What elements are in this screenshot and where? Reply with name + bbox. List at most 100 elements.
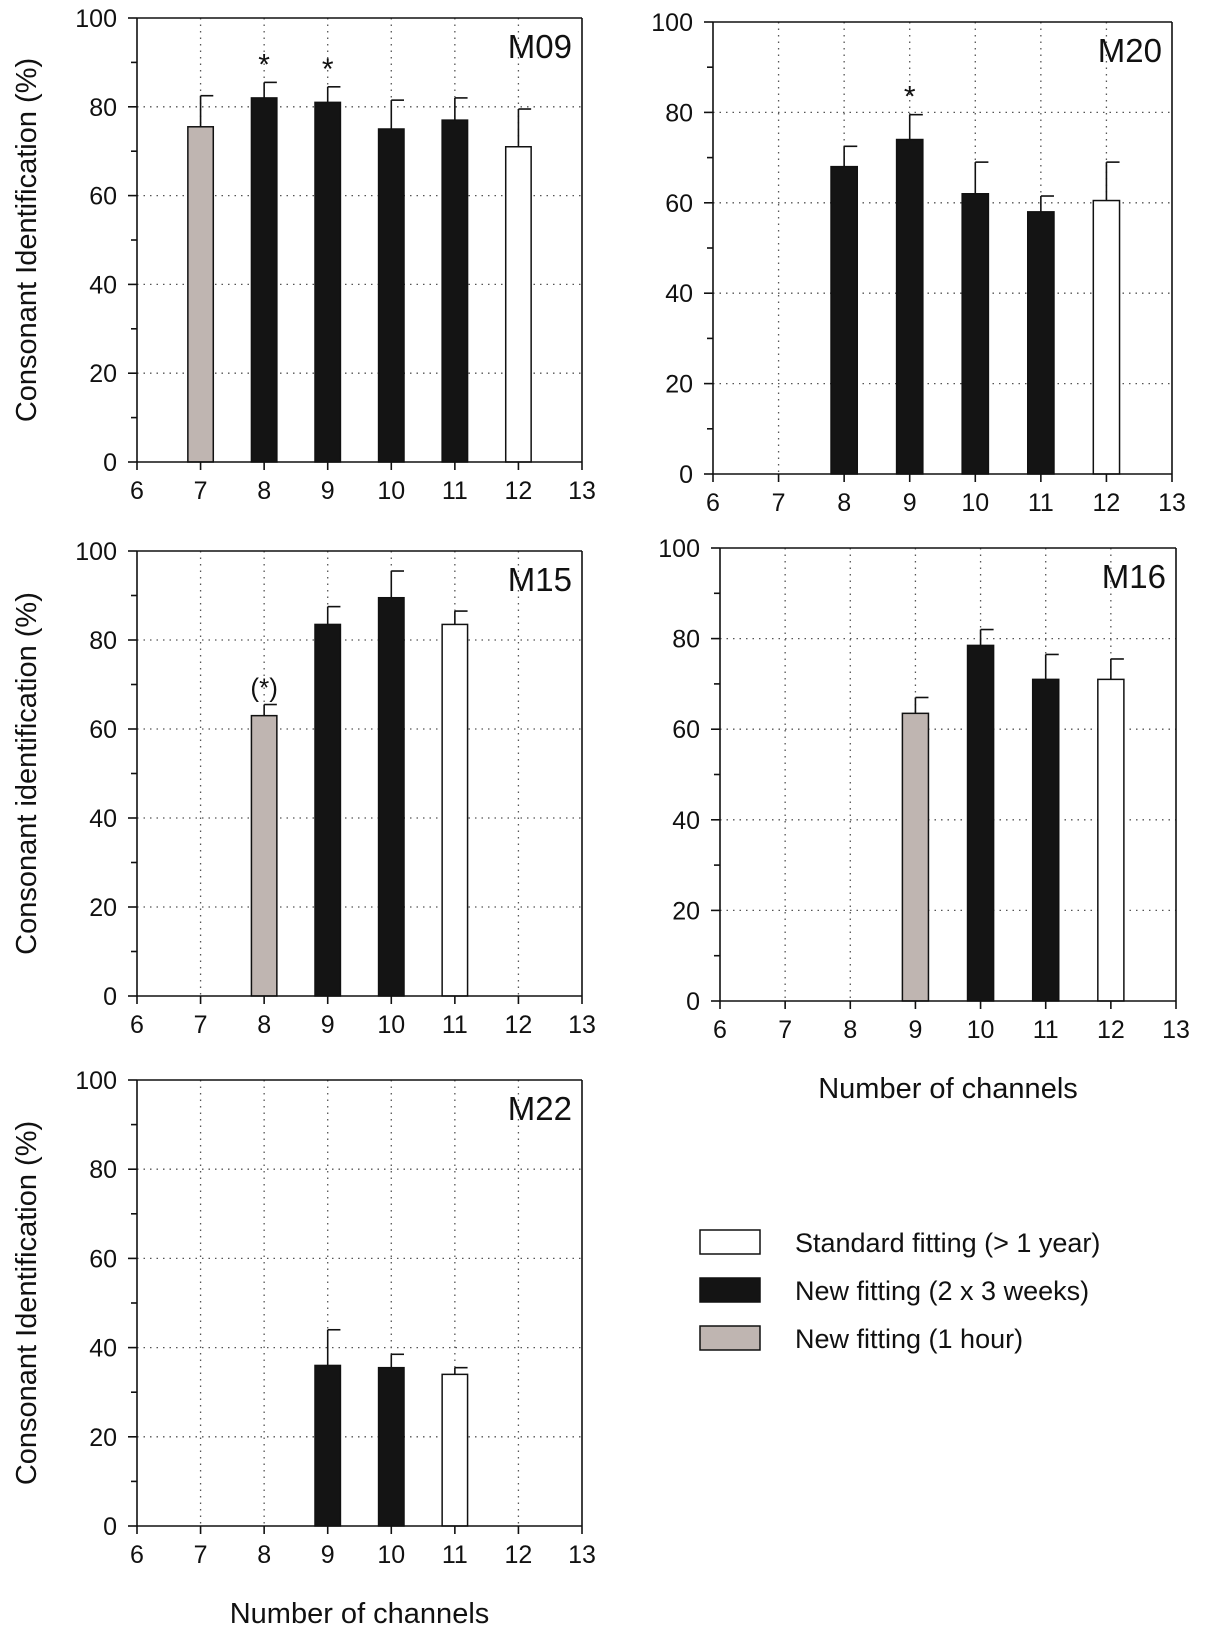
y-axis-label: Consonant Identification (%)	[11, 58, 43, 422]
y-tick-label: 20	[89, 894, 117, 922]
legend: Standard fitting (> 1 year) New fitting …	[699, 1228, 1100, 1354]
x-tick-label: 7	[194, 477, 208, 505]
x-tick-label: 13	[568, 1541, 596, 1569]
legend-swatch-standard	[699, 1229, 761, 1255]
bar-m16-x12	[1097, 678, 1125, 1002]
axes-m20	[704, 21, 1173, 482]
x-tick-label: 9	[321, 1541, 335, 1569]
chart-m09: * * 0 20 40 60 80 100 6 7 8 9 10 11 12 13 M09 Consonant I…	[11, 5, 596, 505]
x-tick-label: 7	[194, 1011, 208, 1039]
chart-m15: (*) 0 20 40 60 80 100 6 7 8 9 10 11 12 13 M15 Consonant …	[11, 538, 596, 1039]
bar-m20-x11	[1026, 211, 1055, 475]
y-tick-label: 60	[89, 183, 117, 211]
panel-label-m15: M15	[508, 561, 572, 598]
y-tick-label: 100	[75, 1067, 117, 1095]
y-tick-label: 40	[665, 280, 693, 308]
bar-m20-x9	[895, 138, 924, 475]
x-axis-label: Number of channels	[230, 1598, 490, 1625]
y-tick-label: 100	[651, 9, 693, 37]
y-tick-label: 20	[89, 360, 117, 388]
panel-label-m20: M20	[1098, 32, 1162, 69]
x-tick-label: 12	[505, 477, 533, 505]
x-tick-label: 6	[130, 1011, 144, 1039]
bar-m22-x10	[377, 1366, 405, 1527]
y-tick-label: 0	[103, 983, 117, 1011]
significance-mark: (*)	[250, 673, 277, 703]
bar-m16-x9	[901, 712, 930, 1002]
bar-m20-x12	[1092, 199, 1121, 475]
axes-m15	[128, 550, 583, 1004]
bar-m20-x10	[961, 193, 990, 475]
bar-m15-x8	[250, 714, 278, 997]
y-tick-label: 100	[658, 535, 700, 563]
y-tick-label: 80	[89, 627, 117, 655]
chart-m22: 0 20 40 60 80 100 6 7 8 9 10 11 12 13 M22 Consonant Ide…	[11, 1067, 596, 1625]
chart-m16: 0 20 40 60 80 100 6 7 8 9 10 11 12 13 M16 Number of cha…	[658, 535, 1190, 1105]
x-tick-label: 9	[908, 1016, 922, 1044]
x-tick-label: 9	[903, 489, 917, 517]
axes-m09	[128, 17, 583, 470]
y-tick-label: 0	[103, 1513, 117, 1541]
x-tick-label: 9	[321, 1011, 335, 1039]
significance-mark: *	[904, 81, 916, 114]
bar-m09-x10	[377, 128, 405, 463]
panel-label-m16: M16	[1102, 558, 1166, 595]
y-tick-label: 20	[89, 1424, 117, 1452]
y-tick-label: 60	[89, 716, 117, 744]
y-tick-label: 80	[672, 626, 700, 654]
x-tick-label: 10	[961, 489, 989, 517]
y-tick-label: 80	[665, 99, 693, 127]
x-tick-label: 10	[377, 477, 405, 505]
x-tick-label: 6	[130, 477, 144, 505]
panel-label-m22: M22	[508, 1090, 572, 1127]
x-tick-label: 8	[257, 1011, 271, 1039]
bar-m09-x7	[187, 126, 215, 463]
x-tick-label: 13	[1162, 1016, 1190, 1044]
bar-m22-x9	[314, 1364, 342, 1527]
x-tick-label: 12	[1093, 489, 1121, 517]
y-tick-label: 60	[665, 190, 693, 218]
y-tick-label: 100	[75, 538, 117, 566]
x-tick-label: 6	[713, 1016, 727, 1044]
axes-m16	[711, 547, 1177, 1009]
x-tick-label: 12	[1097, 1016, 1125, 1044]
y-tick-label: 20	[672, 897, 700, 925]
grid-m22	[137, 1080, 582, 1526]
x-tick-label: 11	[1033, 1016, 1059, 1044]
x-tick-label: 11	[442, 1011, 468, 1039]
bar-m09-x9	[314, 101, 342, 463]
y-tick-label: 40	[89, 805, 117, 833]
bar-m15-x10	[377, 596, 405, 997]
y-axis-label: Consonant identification (%)	[11, 592, 43, 955]
axes-m22	[128, 1079, 583, 1534]
x-axis-label: Number of channels	[818, 1073, 1078, 1105]
y-tick-label: 100	[75, 5, 117, 33]
significance-mark: *	[322, 53, 334, 86]
x-tick-label: 11	[1028, 489, 1054, 517]
legend-label-new-hour: New fitting (1 hour)	[795, 1324, 1023, 1354]
x-tick-label: 13	[568, 1011, 596, 1039]
x-tick-label: 9	[321, 477, 335, 505]
x-tick-label: 12	[505, 1541, 533, 1569]
bar-m22-x11	[441, 1373, 469, 1527]
x-tick-label: 8	[837, 489, 851, 517]
x-tick-label: 6	[706, 489, 720, 517]
bar-m15-x9	[314, 623, 342, 997]
bar-m09-x11	[441, 119, 469, 463]
y-tick-label: 0	[103, 449, 117, 477]
y-tick-label: 80	[89, 1156, 117, 1184]
y-tick-label: 20	[665, 371, 693, 399]
x-tick-label: 10	[377, 1541, 405, 1569]
x-tick-label: 10	[377, 1011, 405, 1039]
x-tick-label: 8	[843, 1016, 857, 1044]
y-axis-label: Consonant Identification (%)	[11, 1121, 43, 1485]
significance-mark: *	[258, 48, 270, 81]
x-tick-label: 13	[1158, 489, 1186, 517]
legend-label-standard: Standard fitting (> 1 year)	[795, 1228, 1100, 1258]
x-tick-label: 11	[442, 477, 468, 505]
x-tick-label: 7	[194, 1541, 208, 1569]
y-tick-label: 40	[672, 807, 700, 835]
bar-m09-x8	[250, 97, 278, 463]
